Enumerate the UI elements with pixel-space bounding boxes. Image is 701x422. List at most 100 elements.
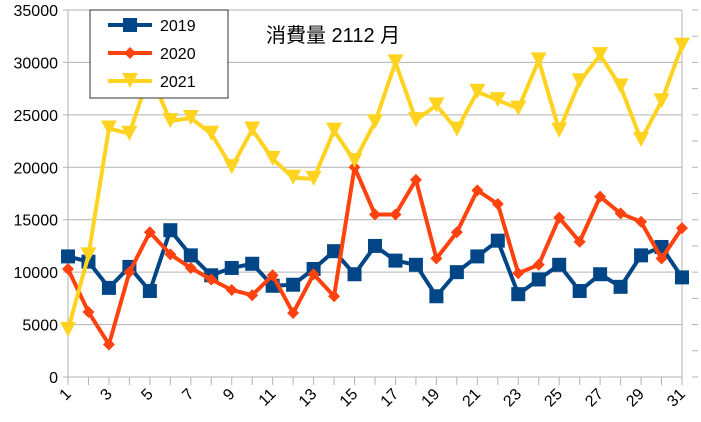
data-point-diamond xyxy=(246,289,259,302)
data-point-square xyxy=(245,256,260,271)
data-point-triangle xyxy=(530,52,547,68)
data-point-square xyxy=(347,267,362,282)
data-point-diamond xyxy=(102,338,115,351)
data-point-triangle xyxy=(510,100,527,116)
data-point-diamond xyxy=(205,273,218,286)
data-point-square xyxy=(101,280,116,295)
series-2020 xyxy=(62,161,688,351)
data-point-square xyxy=(634,248,649,263)
y-tick-label: 5000 xyxy=(22,318,58,335)
data-point-diamond xyxy=(82,305,95,318)
y-tick-label: 35000 xyxy=(14,3,59,20)
legend-label: 2019 xyxy=(160,18,196,35)
x-tick-label: 1 xyxy=(57,386,75,404)
x-tick-label: 5 xyxy=(138,386,156,404)
data-point-square xyxy=(593,267,608,282)
legend: 2019 2020 2021 xyxy=(89,9,229,99)
data-point-triangle xyxy=(326,122,343,138)
y-tick-label: 30000 xyxy=(14,55,59,72)
x-tick-label: 27 xyxy=(582,386,607,411)
data-point-triangle xyxy=(407,112,424,128)
data-point-triangle xyxy=(633,132,650,148)
data-point-diamond xyxy=(512,267,525,280)
y-tick-label: 25000 xyxy=(14,108,59,125)
data-point-triangle xyxy=(121,125,138,141)
data-point-triangle xyxy=(100,120,117,136)
data-point-triangle xyxy=(122,73,138,88)
data-point-diamond xyxy=(143,226,156,239)
y-tick-label: 10000 xyxy=(14,265,59,282)
data-point-diamond xyxy=(430,252,443,265)
data-point-diamond xyxy=(225,283,238,296)
data-point-diamond xyxy=(409,173,422,186)
data-point-triangle xyxy=(674,37,690,53)
data-point-diamond xyxy=(369,208,381,221)
data-point-diamond xyxy=(471,184,484,197)
data-point-triangle xyxy=(489,92,506,108)
x-tick-label: 29 xyxy=(623,386,648,411)
data-point-triangle xyxy=(428,97,445,113)
data-point-diamond xyxy=(266,269,279,282)
legend-label: 2021 xyxy=(160,74,196,91)
data-point-diamond xyxy=(491,197,504,210)
x-tick-label: 9 xyxy=(220,386,238,404)
data-point-triangle xyxy=(592,47,609,63)
x-tick-label: 25 xyxy=(541,386,566,411)
x-tick-label: 15 xyxy=(337,386,362,411)
data-point-triangle xyxy=(305,170,322,186)
data-point-diamond xyxy=(307,268,320,281)
data-point-square xyxy=(511,287,526,302)
data-point-diamond xyxy=(594,190,607,203)
data-point-square xyxy=(470,249,485,264)
data-point-square xyxy=(408,257,423,272)
data-point-square xyxy=(183,248,198,263)
x-tick-label: 11 xyxy=(256,386,280,410)
data-point-square xyxy=(490,233,505,248)
data-point-triangle xyxy=(264,150,281,166)
data-point-diamond xyxy=(124,47,136,59)
data-point-triangle xyxy=(285,169,302,185)
data-point-square xyxy=(552,257,567,272)
data-point-square xyxy=(123,18,137,32)
data-point-triangle xyxy=(653,93,670,109)
data-point-diamond xyxy=(389,208,402,221)
data-point-triangle xyxy=(367,114,383,130)
data-point-square xyxy=(675,270,689,285)
data-point-triangle xyxy=(551,122,568,138)
y-tick-label: 0 xyxy=(49,370,58,387)
data-point-triangle xyxy=(571,73,588,89)
data-point-diamond xyxy=(655,252,668,265)
data-point-triangle xyxy=(80,247,97,263)
data-point-triangle xyxy=(182,110,199,126)
data-point-square xyxy=(449,265,464,280)
data-point-triangle xyxy=(162,113,179,129)
data-point-diamond xyxy=(532,258,545,271)
data-point-diamond xyxy=(450,226,463,239)
x-tick-label: 3 xyxy=(97,386,115,404)
data-point-square xyxy=(142,284,157,299)
data-point-diamond xyxy=(164,248,177,261)
chart-title: 消費量 2112 月 xyxy=(266,24,400,47)
data-point-diamond xyxy=(62,262,74,275)
data-point-diamond xyxy=(328,290,341,303)
data-point-square xyxy=(286,277,301,292)
data-point-square xyxy=(327,244,342,259)
data-point-diamond xyxy=(635,215,648,228)
data-point-square xyxy=(531,272,546,287)
x-tick-label: 21 xyxy=(460,386,485,411)
legend-label: 2020 xyxy=(160,46,196,63)
y-tick-label: 20000 xyxy=(14,160,59,177)
data-point-diamond xyxy=(184,261,197,274)
data-point-diamond xyxy=(614,207,627,220)
y-tick-label: 15000 xyxy=(14,213,59,230)
data-point-square xyxy=(429,289,444,304)
data-point-square xyxy=(572,284,587,299)
data-point-square xyxy=(613,279,628,294)
data-point-triangle xyxy=(203,125,220,141)
x-tick-label: 13 xyxy=(296,386,321,411)
data-point-diamond xyxy=(287,307,300,320)
series-2021 xyxy=(60,37,690,337)
data-point-square xyxy=(61,249,75,264)
